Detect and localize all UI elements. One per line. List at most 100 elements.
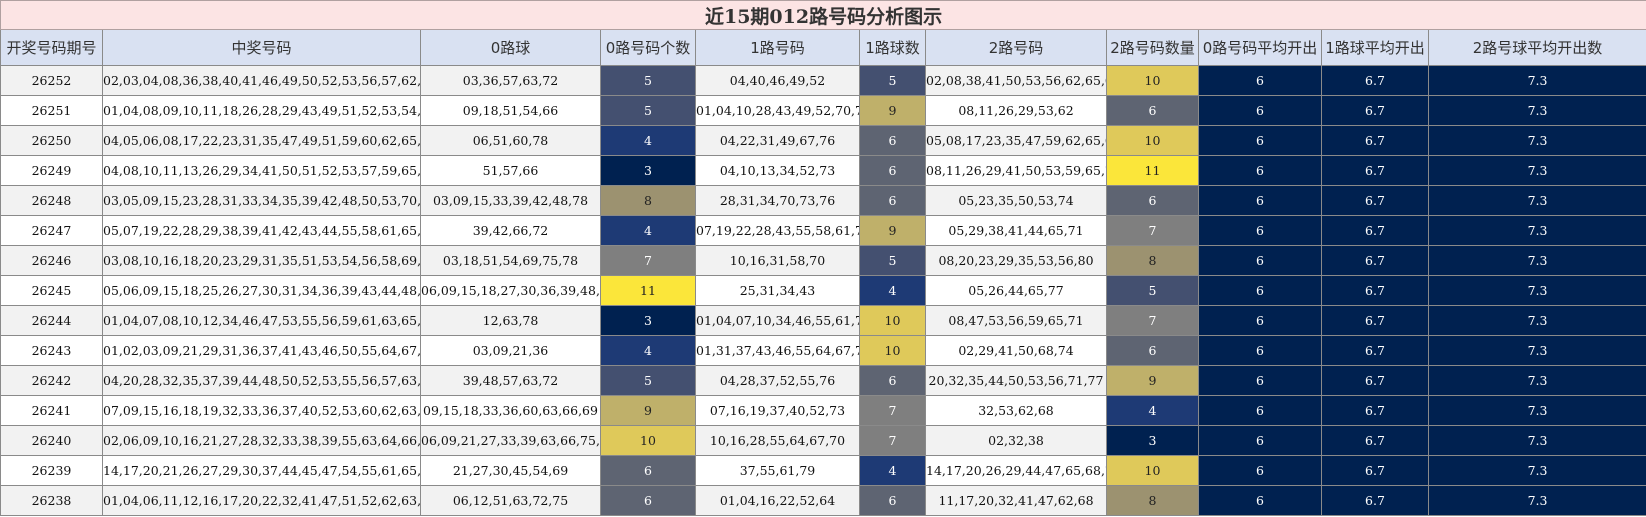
route0-count-cell: 11: [600, 275, 696, 306]
route0-average-cell: 6: [1198, 425, 1322, 456]
route1-numbers-cell: 07,19,22,28,43,55,58,61,73: [695, 215, 860, 246]
header-route0-average[interactable]: 0路号码平均开出: [1198, 29, 1322, 66]
header-route2-average[interactable]: 2路号球平均开出数: [1427, 29, 1646, 66]
table-row[interactable]: 26249 04,08,10,11,13,26,29,34,41,50,51,52…: [0, 155, 1646, 186]
route0-balls-cell: 03,09,21,36: [420, 335, 601, 366]
route1-count-cell: 9: [859, 95, 926, 126]
route1-average-cell: 6.7: [1321, 185, 1429, 216]
table-row[interactable]: 26252 02,03,04,08,36,38,40,41,46,49,50,52…: [0, 65, 1646, 96]
header-route0-count[interactable]: 0路号码个数: [600, 29, 696, 66]
route2-count-cell: 8: [1106, 485, 1199, 516]
table-row[interactable]: 26246 03,08,10,16,18,20,23,29,31,35,51,53…: [0, 245, 1646, 276]
table-row[interactable]: 26248 03,05,09,15,23,28,31,33,34,35,39,42…: [0, 185, 1646, 216]
route2-average-cell: 7.3: [1427, 395, 1646, 426]
route1-count-cell: 7: [859, 395, 926, 426]
route2-numbers-cell: 32,53,62,68: [925, 395, 1107, 426]
winning-numbers-cell: 04,20,28,32,35,37,39,44,48,50,52,53,55,5…: [102, 365, 421, 396]
route1-numbers-cell: 04,22,31,49,67,76: [695, 125, 860, 156]
winning-numbers-cell: 03,05,09,15,23,28,31,33,34,35,39,42,48,5…: [102, 185, 421, 216]
route2-count-cell: 6: [1106, 185, 1199, 216]
route2-numbers-cell: 14,17,20,26,29,44,47,65,68,77: [925, 455, 1107, 486]
route1-count-cell: 4: [859, 275, 926, 306]
route0-average-cell: 6: [1198, 65, 1322, 96]
route1-count-cell: 5: [859, 245, 926, 276]
route1-numbers-cell: 28,31,34,70,73,76: [695, 185, 860, 216]
table-row[interactable]: 26243 01,02,03,09,21,29,31,36,37,41,43,46…: [0, 335, 1646, 366]
route0-average-cell: 6: [1198, 275, 1322, 306]
period-cell: 26241: [0, 395, 103, 426]
route1-average-cell: 6.7: [1321, 95, 1429, 126]
route0-balls-cell: 03,36,57,63,72: [420, 65, 601, 96]
winning-numbers-cell: 01,04,07,08,10,12,34,46,47,53,55,56,59,6…: [102, 305, 421, 336]
route1-numbers-cell: 04,10,13,34,52,73: [695, 155, 860, 186]
header-route1-numbers[interactable]: 1路号码: [695, 29, 860, 66]
route2-average-cell: 7.3: [1427, 155, 1646, 186]
route2-numbers-cell: 05,26,44,65,77: [925, 275, 1107, 306]
header-route0-balls[interactable]: 0路球: [420, 29, 601, 66]
route0-average-cell: 6: [1198, 395, 1322, 426]
route0-balls-cell: 06,09,21,27,33,39,63,66,75,78: [420, 425, 601, 456]
header-route2-numbers[interactable]: 2路号码: [925, 29, 1107, 66]
route2-numbers-cell: 05,08,17,23,35,47,59,62,65,68: [925, 125, 1107, 156]
header-winning-numbers[interactable]: 中奖号码: [102, 29, 421, 66]
period-cell: 26240: [0, 425, 103, 456]
table-row[interactable]: 26241 07,09,15,16,18,19,32,33,36,37,40,52…: [0, 395, 1646, 426]
route1-count-cell: 5: [859, 65, 926, 96]
route0-balls-cell: 21,27,30,45,54,69: [420, 455, 601, 486]
period-cell: 26251: [0, 95, 103, 126]
route0-balls-cell: 12,63,78: [420, 305, 601, 336]
route2-numbers-cell: 02,32,38: [925, 425, 1107, 456]
route0-average-cell: 6: [1198, 125, 1322, 156]
header-period[interactable]: 开奖号码期号: [0, 29, 103, 66]
route1-numbers-cell: 10,16,31,58,70: [695, 245, 860, 276]
route0-average-cell: 6: [1198, 455, 1322, 486]
route1-numbers-cell: 10,16,28,55,64,67,70: [695, 425, 860, 456]
route0-balls-cell: 09,15,18,33,36,60,63,66,69: [420, 395, 601, 426]
table-row[interactable]: 26239 14,17,20,21,26,27,29,30,37,44,45,47…: [0, 455, 1646, 486]
route0-count-cell: 10: [600, 425, 696, 456]
route2-count-cell: 10: [1106, 455, 1199, 486]
route2-count-cell: 11: [1106, 155, 1199, 186]
route0-average-cell: 6: [1198, 155, 1322, 186]
route2-count-cell: 7: [1106, 215, 1199, 246]
route0-average-cell: 6: [1198, 305, 1322, 336]
table-row[interactable]: 26238 01,04,06,11,12,16,17,20,22,32,41,47…: [0, 485, 1646, 516]
route1-count-cell: 6: [859, 365, 926, 396]
table-row[interactable]: 26242 04,20,28,32,35,37,39,44,48,50,52,53…: [0, 365, 1646, 396]
route1-numbers-cell: 01,04,16,22,52,64: [695, 485, 860, 516]
table-row[interactable]: 26240 02,06,09,10,16,21,27,28,32,33,38,39…: [0, 425, 1646, 456]
period-cell: 26242: [0, 365, 103, 396]
header-route1-count[interactable]: 1路球数: [859, 29, 926, 66]
winning-numbers-cell: 04,08,10,11,13,26,29,34,41,50,51,52,53,5…: [102, 155, 421, 186]
route2-numbers-cell: 05,29,38,41,44,65,71: [925, 215, 1107, 246]
route0-average-cell: 6: [1198, 185, 1322, 216]
route2-numbers-cell: 08,11,26,29,41,50,53,59,65,74,77: [925, 155, 1107, 186]
route2-numbers-cell: 20,32,35,44,50,53,56,71,77: [925, 365, 1107, 396]
winning-numbers-cell: 02,06,09,10,16,21,27,28,32,33,38,39,55,6…: [102, 425, 421, 456]
route2-count-cell: 6: [1106, 95, 1199, 126]
route0-average-cell: 6: [1198, 485, 1322, 516]
route1-average-cell: 6.7: [1321, 365, 1429, 396]
route1-count-cell: 7: [859, 425, 926, 456]
route0-average-cell: 6: [1198, 245, 1322, 276]
route1-count-cell: 9: [859, 215, 926, 246]
table-row[interactable]: 26245 05,06,09,15,18,25,26,27,30,31,34,36…: [0, 275, 1646, 306]
table-row[interactable]: 26250 04,05,06,08,17,22,23,31,35,47,49,51…: [0, 125, 1646, 156]
table-row[interactable]: 26247 05,07,19,22,28,29,38,39,41,42,43,44…: [0, 215, 1646, 246]
header-route1-average[interactable]: 1路球平均开出: [1321, 29, 1429, 66]
route2-average-cell: 7.3: [1427, 125, 1646, 156]
route0-balls-cell: 39,42,66,72: [420, 215, 601, 246]
route0-count-cell: 9: [600, 395, 696, 426]
route2-numbers-cell: 05,23,35,50,53,74: [925, 185, 1107, 216]
table-row[interactable]: 26244 01,04,07,08,10,12,34,46,47,53,55,56…: [0, 305, 1646, 336]
route1-count-cell: 6: [859, 125, 926, 156]
route2-average-cell: 7.3: [1427, 215, 1646, 246]
route1-count-cell: 10: [859, 305, 926, 336]
route0-count-cell: 3: [600, 305, 696, 336]
route2-numbers-cell: 02,29,41,50,68,74: [925, 335, 1107, 366]
header-route2-count[interactable]: 2路号码数量: [1106, 29, 1199, 66]
route2-count-cell: 5: [1106, 275, 1199, 306]
table-row[interactable]: 26251 01,04,08,09,10,11,18,26,28,29,43,49…: [0, 95, 1646, 126]
period-cell: 26239: [0, 455, 103, 486]
